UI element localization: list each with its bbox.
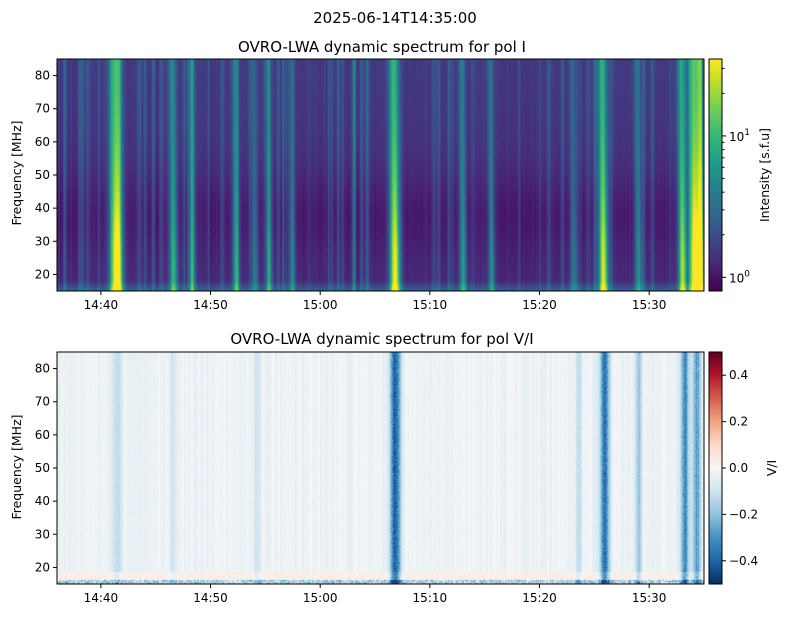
intensity-colorbar-ticks: 100 101 xyxy=(722,67,750,285)
panel-intensity-title: OVRO-LWA dynamic spectrum for pol I xyxy=(238,38,526,56)
panel-vi-ylabel: Frequency [MHz] xyxy=(9,414,24,519)
panel-intensity-yticks: 20 30 40 50 60 70 80 xyxy=(35,69,57,281)
intensity-colorbar xyxy=(709,59,722,291)
x-tick-label: 14:40 xyxy=(84,591,119,605)
panel-intensity: OVRO-LWA dynamic spectrum for pol I Freq… xyxy=(9,38,772,312)
vi-heatmap xyxy=(57,352,704,584)
y-tick-label: 60 xyxy=(35,135,50,149)
x-tick-label: 15:00 xyxy=(303,298,338,312)
y-tick-label: 40 xyxy=(35,494,50,508)
colorbar-tick-label: 0.2 xyxy=(729,415,748,429)
panel-intensity-ylabel: Frequency [MHz] xyxy=(9,120,24,225)
x-tick-label: 14:50 xyxy=(193,591,228,605)
vi-colorbar-label: V/I xyxy=(764,460,779,476)
colorbar-tick-label: −0.2 xyxy=(729,507,758,521)
x-tick-label: 15:30 xyxy=(632,298,667,312)
y-tick-label: 40 xyxy=(35,201,50,215)
x-tick-label: 15:00 xyxy=(303,591,338,605)
vi-colorbar-ticks: 0.4 0.2 0.0 −0.2 −0.4 xyxy=(722,368,758,568)
intensity-colorbar-label: Intensity [s.f.u] xyxy=(757,128,772,222)
x-tick-label: 15:30 xyxy=(632,591,667,605)
x-tick-label: 14:40 xyxy=(84,298,119,312)
vi-colorbar xyxy=(709,352,722,584)
panel-vi: OVRO-LWA dynamic spectrum for pol V/I Fr… xyxy=(9,330,779,605)
y-tick-label: 20 xyxy=(35,560,50,574)
y-tick-label: 70 xyxy=(35,102,50,116)
colorbar-tick-label: −0.4 xyxy=(729,554,758,568)
panel-vi-xticks: 14:40 14:50 15:00 15:10 15:20 15:30 xyxy=(84,584,667,605)
panel-vi-yticks: 20 30 40 50 60 70 80 xyxy=(35,362,57,574)
y-tick-label: 80 xyxy=(35,69,50,83)
x-tick-label: 15:20 xyxy=(522,298,557,312)
y-tick-label: 70 xyxy=(35,395,50,409)
colorbar-tick-label: 0.4 xyxy=(729,368,748,382)
colorbar-tick-label: 0.0 xyxy=(729,461,748,475)
y-tick-label: 30 xyxy=(35,527,50,541)
y-tick-label: 50 xyxy=(35,168,50,182)
panel-intensity-xticks: 14:40 14:50 15:00 15:10 15:20 15:30 xyxy=(84,291,667,312)
y-tick-label: 60 xyxy=(35,428,50,442)
intensity-heatmap xyxy=(57,59,704,291)
colorbar-tick-label: 100 xyxy=(729,269,750,285)
y-tick-label: 20 xyxy=(35,267,50,281)
figure-title: 2025-06-14T14:35:00 xyxy=(313,9,477,27)
x-tick-label: 15:10 xyxy=(413,298,448,312)
panel-vi-title: OVRO-LWA dynamic spectrum for pol V/I xyxy=(230,330,533,348)
y-tick-label: 80 xyxy=(35,362,50,376)
y-tick-label: 50 xyxy=(35,461,50,475)
x-tick-label: 15:10 xyxy=(413,591,448,605)
y-tick-label: 30 xyxy=(35,234,50,248)
x-tick-label: 14:50 xyxy=(193,298,228,312)
colorbar-tick-label: 101 xyxy=(729,128,750,144)
x-tick-label: 15:20 xyxy=(522,591,557,605)
